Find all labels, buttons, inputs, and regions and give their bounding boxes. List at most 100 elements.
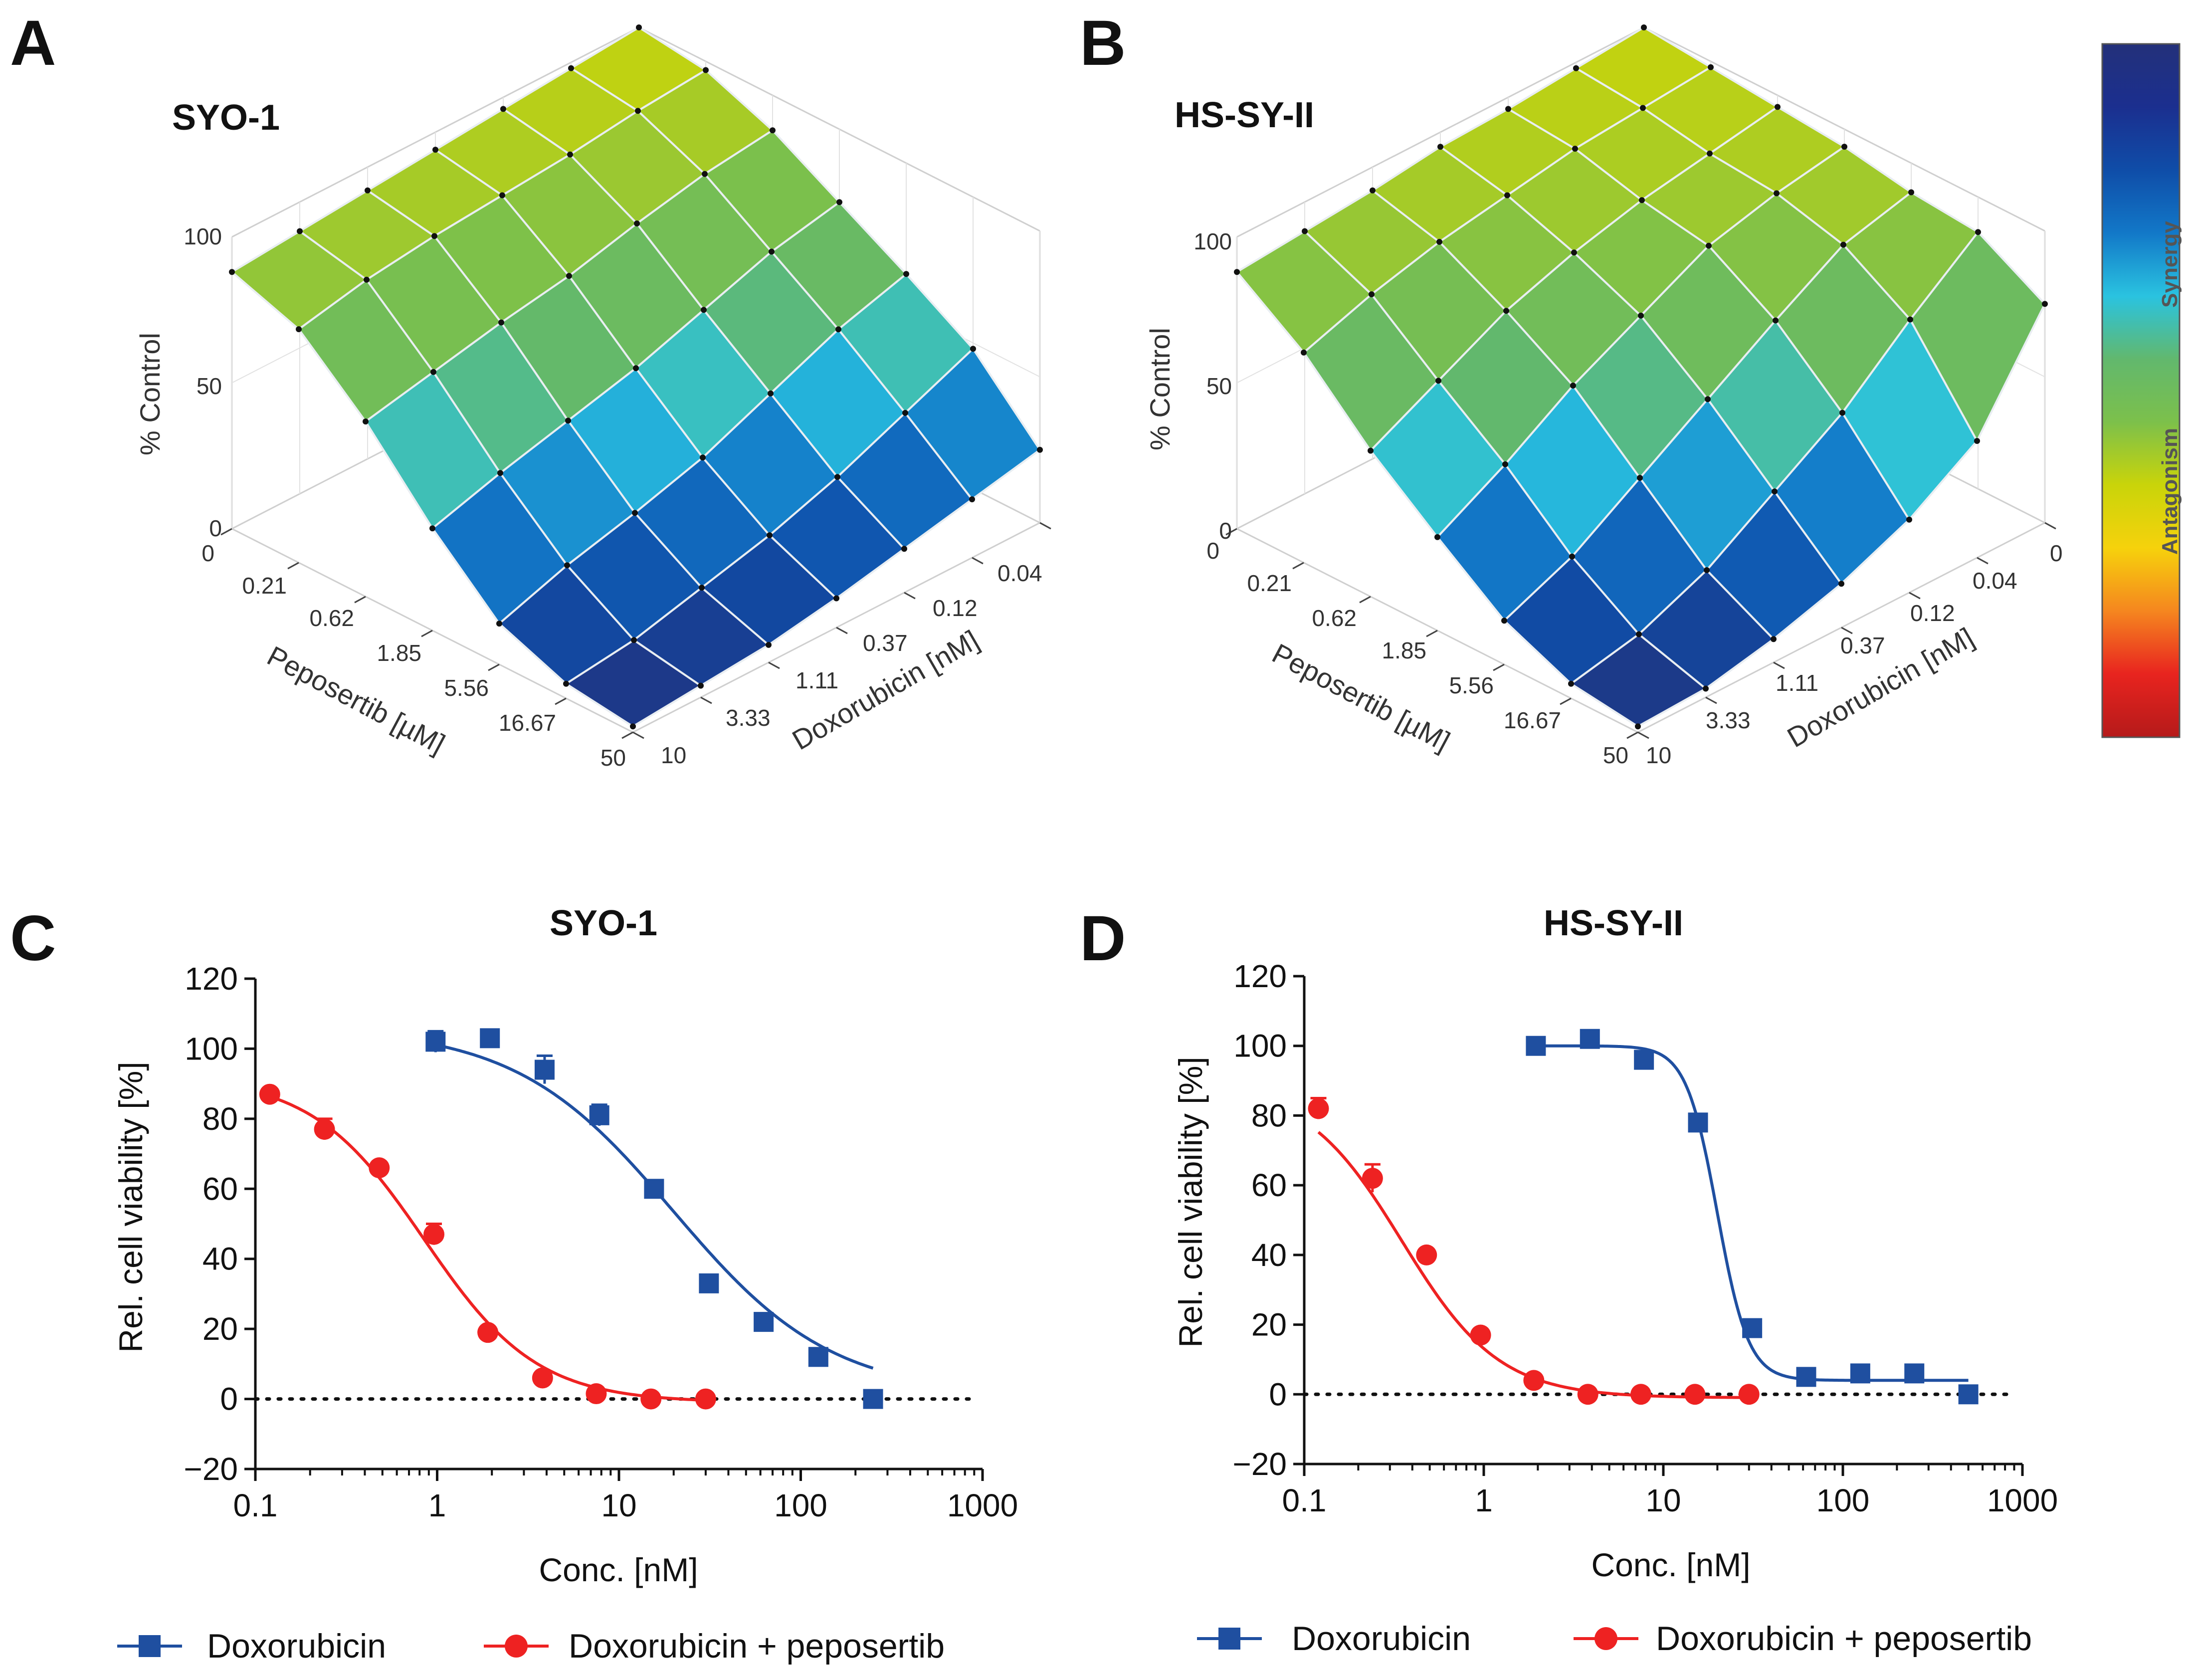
axis-tick bbox=[2044, 522, 2056, 530]
surface-node bbox=[767, 532, 773, 538]
x-axis-label-c: Conc. [nM] bbox=[539, 1551, 698, 1588]
surface-nodes bbox=[1234, 24, 2048, 730]
data-point-doxorubicin bbox=[1634, 1050, 1654, 1070]
z-tick-50: 50 bbox=[197, 373, 222, 399]
x-tick-label: 0.1 bbox=[1282, 1482, 1327, 1518]
y-tick-label: 60 bbox=[202, 1171, 238, 1207]
data-point-combination bbox=[1523, 1370, 1545, 1391]
surface-node bbox=[1772, 488, 1778, 495]
data-point-doxorubicin bbox=[699, 1273, 719, 1293]
surface-node bbox=[296, 326, 302, 332]
surface-node bbox=[702, 171, 708, 177]
y-tick-label: 0 bbox=[220, 1381, 238, 1417]
dox-tick: 0.12 bbox=[933, 595, 978, 621]
z-axis-label-a: % Control bbox=[134, 333, 166, 455]
y-tick-label: −20 bbox=[184, 1451, 238, 1487]
pep-tick: 5.56 bbox=[1449, 672, 1494, 698]
surface-node bbox=[1568, 680, 1574, 687]
dox-tick: 0.37 bbox=[863, 630, 908, 656]
data-point-combination bbox=[532, 1367, 553, 1389]
y-tick-label: 20 bbox=[1251, 1307, 1287, 1343]
surface-node bbox=[431, 233, 437, 239]
surface-node bbox=[297, 228, 303, 234]
surface-node bbox=[1037, 446, 1043, 453]
y-tick-label: 100 bbox=[185, 1031, 238, 1066]
axis-tick bbox=[1705, 696, 1717, 704]
surface-node bbox=[1840, 241, 1846, 248]
surface-node bbox=[432, 147, 438, 153]
data-point-combination bbox=[423, 1224, 445, 1245]
surface-node bbox=[1638, 312, 1644, 319]
axis-tick bbox=[1493, 663, 1505, 671]
surface-node bbox=[1572, 146, 1578, 152]
panel-b: B HS-SY-II 0 50 100 % Control 0 0.21 0.6… bbox=[1080, 7, 2063, 768]
surface-node bbox=[633, 365, 639, 372]
dox-tick: 0.12 bbox=[1910, 600, 1955, 626]
axis-tick bbox=[1841, 627, 1853, 634]
axis-tick bbox=[1560, 697, 1572, 705]
data-point-doxorubicin bbox=[1904, 1363, 1925, 1384]
y-tick-label: 40 bbox=[202, 1241, 238, 1277]
surface-node bbox=[1505, 106, 1511, 112]
fit-curve bbox=[1317, 1131, 1749, 1399]
legend-marker-doxorubicin bbox=[139, 1635, 161, 1657]
surface-node bbox=[1503, 308, 1509, 314]
axis-tick bbox=[768, 661, 780, 669]
surface-node bbox=[500, 106, 506, 112]
axis-tick bbox=[354, 596, 366, 604]
data-point-doxorubicin bbox=[425, 1032, 446, 1052]
data-point-doxorubicin bbox=[1796, 1367, 1816, 1387]
legend-marker-combination bbox=[505, 1635, 528, 1658]
data-point-combination bbox=[1630, 1384, 1652, 1405]
axis-tick bbox=[555, 697, 567, 705]
fit-curve bbox=[435, 1043, 874, 1370]
surface-node bbox=[1838, 581, 1844, 587]
pep-tick: 0 bbox=[201, 540, 214, 566]
surface-patches bbox=[1235, 26, 2046, 728]
data-point-combination bbox=[695, 1388, 716, 1410]
data-point-doxorubicin bbox=[1580, 1029, 1600, 1049]
surface-node bbox=[1640, 105, 1646, 111]
surface-node bbox=[1369, 291, 1375, 297]
data-point-combination bbox=[586, 1383, 607, 1405]
data-point-combination bbox=[1470, 1324, 1491, 1346]
colorbar-synergy-label: Synergy bbox=[2158, 221, 2182, 308]
surface-node bbox=[1637, 475, 1643, 481]
z-axis-ticks-b: 0 50 100 bbox=[1194, 228, 1232, 544]
y-tick-label: 120 bbox=[1233, 958, 1287, 994]
curve-title-d: HS-SY-II bbox=[1544, 903, 1683, 943]
legend-label-combination: Doxorubicin + peposertib bbox=[1656, 1620, 2032, 1658]
surface-node bbox=[970, 346, 976, 352]
dox-tick: 0.04 bbox=[1973, 568, 2017, 594]
surface-plot-a bbox=[220, 24, 1051, 739]
surface-node bbox=[1703, 685, 1709, 692]
dox-tick: 10 bbox=[1646, 742, 1671, 768]
surface-node bbox=[901, 546, 907, 552]
data-point-combination bbox=[1362, 1168, 1383, 1189]
z-tick-100: 100 bbox=[1194, 228, 1232, 254]
pep-tick: 1.85 bbox=[1382, 637, 1426, 663]
peposertib-ticks-a: 0 0.21 0.62 1.85 5.56 16.67 50 bbox=[201, 540, 626, 771]
x-tick-label: 1 bbox=[428, 1487, 446, 1523]
data-point-doxorubicin bbox=[1742, 1318, 1763, 1338]
data-point-doxorubicin bbox=[1958, 1384, 1979, 1405]
axis-tick bbox=[621, 731, 633, 739]
dose-response-plot-c: 120 100 80 60 40 20 0 −200.1 1 10 100 1000 bbox=[184, 961, 1018, 1523]
surface-node bbox=[430, 369, 436, 375]
surface-node bbox=[365, 187, 371, 194]
pep-tick: 5.56 bbox=[444, 675, 489, 701]
surface-node bbox=[1773, 317, 1779, 324]
surface-node bbox=[1437, 144, 1443, 150]
dox-tick: 1.11 bbox=[1776, 670, 1818, 696]
data-point-doxorubicin bbox=[644, 1179, 664, 1199]
surface-node bbox=[768, 390, 774, 397]
surface-node bbox=[1775, 104, 1781, 110]
y-tick-label: 20 bbox=[202, 1311, 238, 1347]
surface-node bbox=[563, 680, 569, 687]
data-point-combination bbox=[1577, 1384, 1598, 1405]
axis-tick bbox=[1909, 592, 1921, 600]
surface-node bbox=[1707, 150, 1713, 157]
data-point-combination bbox=[1684, 1384, 1706, 1405]
surface-node bbox=[634, 220, 640, 226]
